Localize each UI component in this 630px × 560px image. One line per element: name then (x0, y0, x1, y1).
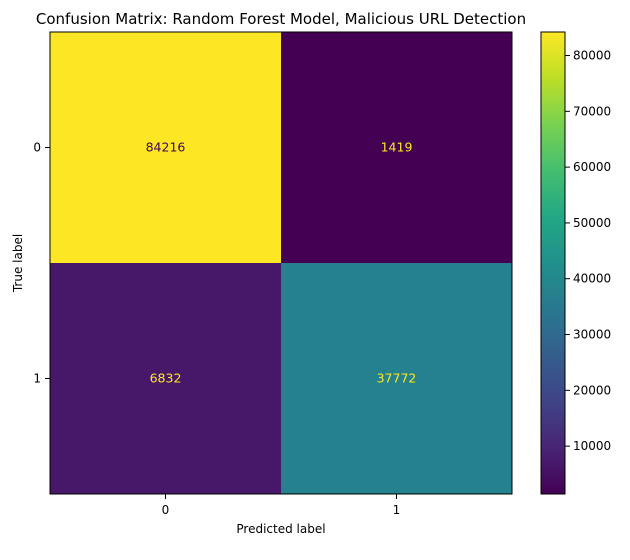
cell-value-label-0-1: 1419 (381, 140, 413, 155)
cell-value-label-1-1: 37772 (377, 371, 417, 386)
heatmap-cell-0-0 (50, 32, 281, 263)
y-axis-label: True label (11, 234, 25, 293)
y-tick-label: 0 (33, 141, 41, 155)
plot-frame (49, 31, 513, 495)
colorbar-tick-label: 10000 (573, 439, 611, 453)
colorbar-tick-label: 20000 (573, 383, 611, 397)
colorbar-tick-label: 50000 (573, 216, 611, 230)
heatmap-cell-0-1 (281, 32, 512, 263)
chart-title: Confusion Matrix: Random Forest Model, M… (36, 10, 526, 28)
heatmap-cell-1-1 (281, 263, 512, 494)
y-tick-label: 1 (33, 372, 41, 386)
y-axis-ticks: 01 (33, 141, 50, 386)
colorbar-tick-label: 70000 (573, 104, 611, 118)
colorbar (540, 31, 566, 495)
x-axis-label: Predicted label (236, 522, 325, 536)
cell-value-label-1-0: 6832 (150, 371, 182, 386)
colorbar-tick-label: 30000 (573, 328, 611, 342)
colorbar-tick-label: 40000 (573, 272, 611, 286)
heatmap-cell-labels: 84216 1419 6832 37772 (146, 140, 417, 386)
x-tick-label: 0 (162, 503, 170, 517)
cell-value-label-0-0: 84216 (146, 140, 186, 155)
x-tick-label: 1 (393, 503, 401, 517)
colorbar-ticks: 10000 20000 30000 40000 50000 60000 70000 80000 (565, 49, 611, 453)
heatmap-cells (50, 32, 512, 494)
colorbar-tick-label: 80000 (573, 49, 611, 63)
heatmap-cell-1-0 (50, 263, 281, 494)
colorbar-tick-label: 60000 (573, 160, 611, 174)
